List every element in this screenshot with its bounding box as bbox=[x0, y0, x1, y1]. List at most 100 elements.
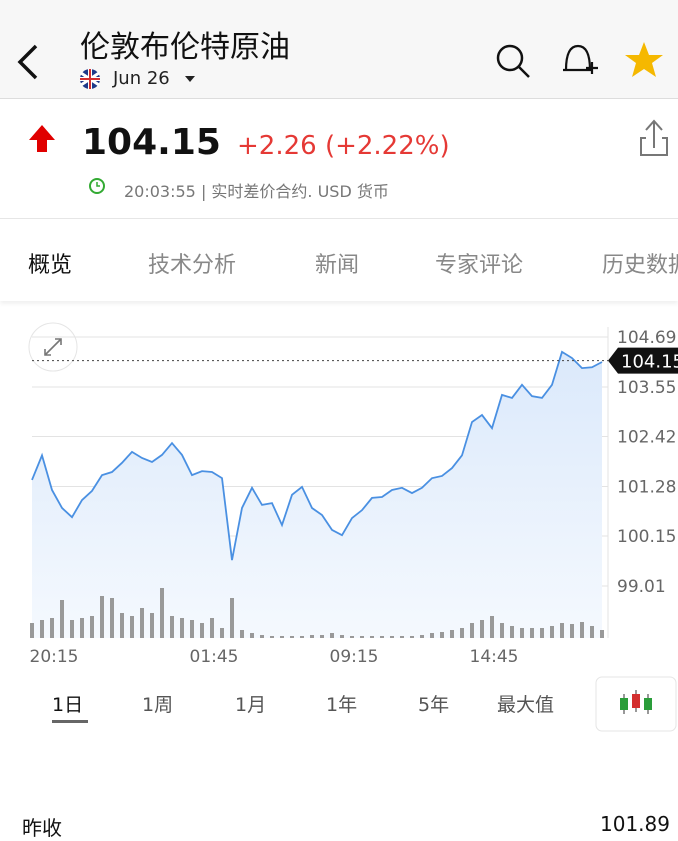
range-tab[interactable]: 5年 bbox=[418, 694, 450, 716]
last-price: 104.15 bbox=[82, 122, 221, 163]
contract-date[interactable]: Jun 26 bbox=[113, 68, 170, 89]
stat-label: 昨收 bbox=[22, 816, 62, 840]
alert-button[interactable] bbox=[563, 44, 598, 74]
volume-bar bbox=[560, 623, 564, 638]
last-price-flag bbox=[608, 347, 678, 374]
tab[interactable]: 历史数据 bbox=[602, 253, 678, 278]
instrument-title: 伦敦布伦特原油 bbox=[80, 30, 290, 65]
expand-button[interactable] bbox=[28, 322, 78, 372]
header-bar bbox=[0, 0, 678, 99]
volume-bar bbox=[320, 635, 324, 638]
x-tick-label: 20:15 bbox=[30, 647, 79, 667]
range-tab[interactable]: 1周 bbox=[142, 694, 174, 716]
volume-bar bbox=[150, 613, 154, 638]
volume-bar bbox=[260, 635, 264, 638]
y-tick-label: 101.28 bbox=[617, 477, 676, 497]
volume-bar bbox=[240, 630, 244, 638]
up-arrow bbox=[29, 125, 55, 152]
price-change: +2.26 (+2.22%) bbox=[237, 131, 450, 161]
volume-bar bbox=[310, 635, 314, 638]
stat-value: 101.89 bbox=[600, 812, 670, 836]
share-button[interactable] bbox=[640, 119, 668, 156]
range-tab[interactable]: 1日 bbox=[52, 694, 84, 716]
range-tab[interactable]: 1年 bbox=[326, 694, 358, 716]
x-tick-label: 14:45 bbox=[470, 647, 519, 667]
volume-bar bbox=[130, 616, 134, 638]
volume-bar bbox=[450, 630, 454, 638]
volume-bar bbox=[370, 636, 374, 638]
flag-icon bbox=[80, 69, 100, 89]
volume-bar bbox=[340, 635, 344, 638]
volume-bar bbox=[500, 623, 504, 638]
volume-bar bbox=[410, 636, 414, 638]
volume-bar bbox=[200, 623, 204, 638]
price-line bbox=[31, 350, 603, 561]
volume-bar bbox=[290, 636, 294, 638]
clock-icon bbox=[89, 178, 105, 194]
volume-bar bbox=[510, 626, 514, 638]
volume-bar bbox=[420, 635, 424, 638]
back-button[interactable] bbox=[17, 44, 38, 80]
tab[interactable]: 概览 bbox=[28, 253, 73, 278]
search-button[interactable] bbox=[496, 44, 530, 78]
volume-bar bbox=[360, 636, 364, 638]
volume-bar bbox=[480, 620, 484, 638]
last-price-label: 104.15 bbox=[621, 352, 678, 373]
volume-bar bbox=[460, 628, 464, 638]
date-dropdown[interactable] bbox=[185, 76, 195, 82]
volume-bar bbox=[520, 628, 524, 638]
candlestick-button[interactable] bbox=[595, 676, 677, 732]
volume-bar bbox=[300, 636, 304, 638]
range-tab[interactable]: 最大值 bbox=[497, 694, 555, 716]
volume-bar bbox=[590, 626, 594, 638]
volume-bar bbox=[40, 620, 44, 638]
volume-bar bbox=[90, 616, 94, 638]
y-tick-label: 99.01 bbox=[617, 577, 666, 597]
x-tick-label: 09:15 bbox=[330, 647, 379, 667]
volume-bar bbox=[490, 616, 494, 638]
volume-bar bbox=[180, 618, 184, 638]
area-fill bbox=[32, 351, 602, 638]
x-tick-label: 01:45 bbox=[190, 647, 239, 667]
volume-bar bbox=[540, 628, 544, 638]
volume-bar bbox=[470, 623, 474, 638]
volume-bar bbox=[220, 628, 224, 638]
volume-bar bbox=[600, 630, 604, 638]
volume-bar bbox=[440, 632, 444, 638]
volume-bar bbox=[140, 608, 144, 638]
y-tick-label: 102.42 bbox=[617, 428, 676, 448]
volume-bar bbox=[380, 636, 384, 638]
volume-bar bbox=[70, 620, 74, 638]
range-tab[interactable]: 1月 bbox=[235, 694, 267, 716]
volume-bar bbox=[160, 588, 164, 638]
volume-bar bbox=[210, 618, 214, 638]
quote-time: 20:03:55 | 实时差价合约. USD 货币 bbox=[124, 182, 389, 201]
volume-bar bbox=[190, 620, 194, 638]
tab[interactable]: 技术分析 bbox=[148, 253, 237, 278]
volume-bar bbox=[400, 636, 404, 638]
volume-bar bbox=[100, 596, 104, 638]
volume-bar bbox=[270, 636, 274, 638]
volume-bar bbox=[570, 624, 574, 638]
volume-bar bbox=[430, 633, 434, 638]
volume-bar bbox=[350, 636, 354, 638]
volume-bar bbox=[80, 618, 84, 638]
tab[interactable]: 新闻 bbox=[315, 253, 360, 278]
volume-bar bbox=[120, 613, 124, 638]
volume-bar bbox=[230, 598, 234, 638]
volume-bar bbox=[530, 628, 534, 638]
volume-bar bbox=[550, 626, 554, 638]
y-tick-label: 104.69 bbox=[617, 328, 676, 348]
volume-bar bbox=[50, 618, 54, 638]
volume-bar bbox=[110, 598, 114, 638]
range-underline bbox=[52, 720, 88, 723]
favorite-button[interactable] bbox=[625, 42, 663, 77]
y-tick-label: 100.15 bbox=[617, 527, 676, 547]
tab[interactable]: 专家评论 bbox=[435, 253, 524, 278]
volume-bar bbox=[170, 616, 174, 638]
volume-bar bbox=[280, 636, 284, 638]
volume-bar bbox=[580, 622, 584, 638]
volume-bar bbox=[250, 633, 254, 638]
